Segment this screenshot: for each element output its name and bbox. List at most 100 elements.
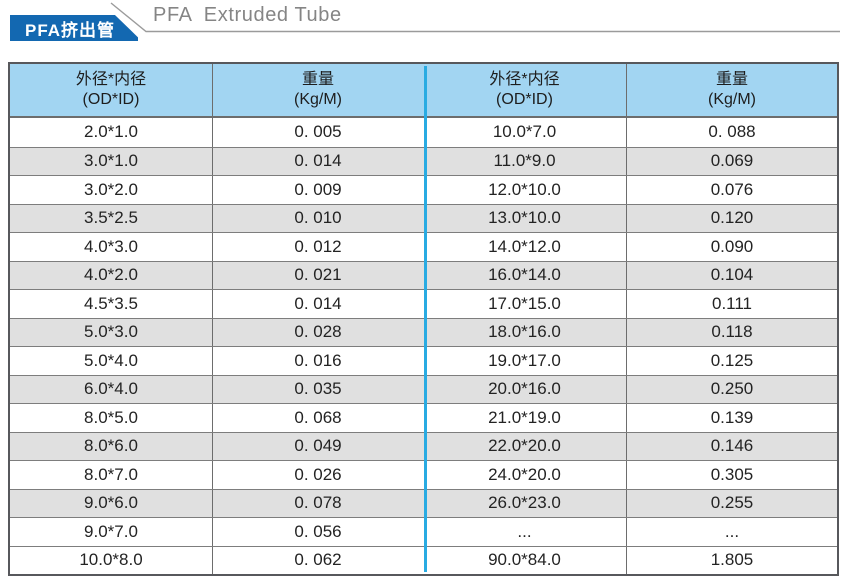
column-header-line2: (Kg/M) <box>294 91 342 108</box>
weight-cell: 0.120 <box>626 204 837 232</box>
weight-cell: 0.104 <box>626 261 837 289</box>
weight-cell: 0. 012 <box>212 233 423 261</box>
table-row: 2.0*1.0 0. 005 10.0*7.0 0. 088 <box>10 118 837 147</box>
column-header-od-id: 外径*内径 (OD*ID) <box>10 64 212 116</box>
table-row: 8.0*6.0 0. 049 22.0*20.0 0.146 <box>10 431 837 460</box>
column-header-line2: (OD*ID) <box>496 91 553 108</box>
od-id-cell: 22.0*20.0 <box>488 436 561 456</box>
od-id-cell: 17.0*15.0 <box>488 293 561 313</box>
weight-cell: 0. 068 <box>212 404 423 432</box>
table-row: 9.0*7.0 0. 056 ... ... <box>10 517 837 546</box>
table-row: 4.0*3.0 0. 012 14.0*12.0 0.090 <box>10 232 837 261</box>
column-header-line1: 重量 <box>715 71 748 88</box>
table-row: 3.5*2.5 0. 010 13.0*10.0 0.120 <box>10 203 837 232</box>
od-id-cell: 14.0*12.0 <box>488 236 561 256</box>
od-id-cell: 21.0*19.0 <box>488 407 561 427</box>
table-row: 9.0*6.0 0. 078 26.0*23.0 0.255 <box>10 488 837 517</box>
od-id-cell: 18.0*16.0 <box>488 322 561 342</box>
od-id-cell: 13.0*10.0 <box>488 208 561 228</box>
table-row: 8.0*5.0 0. 068 21.0*19.0 0.139 <box>10 403 837 432</box>
od-id-cell: 4.0*3.0 <box>84 236 138 256</box>
table-row: 8.0*7.0 0. 026 24.0*20.0 0.305 <box>10 460 837 489</box>
column-header-line1: 外径*内径 <box>75 71 147 88</box>
weight-cell: 0. 028 <box>212 318 423 346</box>
weight-cell: 0.125 <box>626 347 837 375</box>
weight-cell: 0. 005 <box>212 118 423 147</box>
weight-cell: 0.090 <box>626 233 837 261</box>
weight-cell: 0.305 <box>626 461 837 489</box>
od-id-cell: 90.0*84.0 <box>488 550 561 570</box>
column-header-line2: (Kg/M) <box>708 91 756 108</box>
category-badge-label: PFA挤出管 <box>25 20 116 40</box>
table-header-row: 外径*内径 (OD*ID) 重量 (Kg/M) 外径*内径 (OD*ID) 重量… <box>10 64 837 118</box>
od-id-cell: 10.0*8.0 <box>79 550 143 570</box>
page-header: PFA挤出管 PFA Extruded Tube <box>0 0 846 56</box>
weight-cell: 0. 035 <box>212 375 423 403</box>
od-id-cell: 19.0*17.0 <box>488 350 561 370</box>
category-badge: PFA挤出管 <box>10 15 138 41</box>
weight-cell: 0. 016 <box>212 347 423 375</box>
weight-cell: 0.069 <box>626 147 837 175</box>
weight-cell: 0. 009 <box>212 176 423 204</box>
weight-cell: 0.250 <box>626 375 837 403</box>
od-id-cell: 4.5*3.5 <box>84 293 138 313</box>
weight-cell: 0. 062 <box>212 546 423 574</box>
od-id-cell: 26.0*23.0 <box>488 493 561 513</box>
table-row: 3.0*1.0 0. 014 11.0*9.0 0.069 <box>10 146 837 175</box>
od-id-cell: 20.0*16.0 <box>488 379 561 399</box>
table-center-divider <box>424 66 427 572</box>
od-id-cell: 4.0*2.0 <box>84 265 138 285</box>
weight-cell: 0.139 <box>626 404 837 432</box>
od-id-cell: 11.0*9.0 <box>493 151 556 171</box>
table-row: 4.0*2.0 0. 021 16.0*14.0 0.104 <box>10 260 837 289</box>
od-id-cell: 16.0*14.0 <box>488 265 561 285</box>
table-row: 5.0*3.0 0. 028 18.0*16.0 0.118 <box>10 317 837 346</box>
od-id-cell: 10.0*7.0 <box>492 122 557 142</box>
page-title: PFA Extruded Tube <box>153 4 342 26</box>
table-row: 3.0*2.0 0. 009 12.0*10.0 0.076 <box>10 175 837 204</box>
weight-cell: 0. 010 <box>212 204 423 232</box>
od-id-cell: 8.0*6.0 <box>84 436 138 456</box>
weight-cell: 0.076 <box>626 176 837 204</box>
column-header-od-id: 外径*内径 (OD*ID) <box>423 64 626 116</box>
weight-cell: 0. 026 <box>212 461 423 489</box>
od-id-cell: 9.0*7.0 <box>84 521 138 541</box>
table-row: 6.0*4.0 0. 035 20.0*16.0 0.250 <box>10 374 837 403</box>
od-id-cell: ... <box>517 521 532 541</box>
weight-cell: 0. 014 <box>212 147 423 175</box>
weight-cell: 0. 088 <box>626 118 837 147</box>
spec-table: 外径*内径 (OD*ID) 重量 (Kg/M) 外径*内径 (OD*ID) 重量… <box>8 62 839 576</box>
weight-cell: 0. 021 <box>212 261 423 289</box>
od-id-cell: 6.0*4.0 <box>84 379 138 399</box>
od-id-cell: 12.0*10.0 <box>488 179 561 199</box>
od-id-cell: 8.0*7.0 <box>84 464 138 484</box>
od-id-cell: 3.5*2.5 <box>84 208 138 228</box>
weight-cell: 0. 056 <box>212 518 423 546</box>
od-id-cell: 2.0*1.0 <box>84 122 138 142</box>
od-id-cell: 5.0*3.0 <box>84 322 138 342</box>
od-id-cell: 9.0*6.0 <box>84 493 138 513</box>
weight-cell: ... <box>626 518 837 546</box>
column-header-line1: 外径*内径 <box>489 71 560 88</box>
weight-cell: 0. 014 <box>212 290 423 318</box>
od-id-cell: 3.0*2.0 <box>84 179 138 199</box>
column-header-weight: 重量 (Kg/M) <box>626 64 837 116</box>
column-header-weight: 重量 (Kg/M) <box>212 64 423 116</box>
od-id-cell: 5.0*4.0 <box>84 350 138 370</box>
od-id-cell: 24.0*20.0 <box>488 464 561 484</box>
weight-cell: 0.255 <box>626 489 837 517</box>
od-id-cell: 8.0*5.0 <box>84 407 138 427</box>
weight-cell: 1.805 <box>626 546 837 574</box>
table-body: 2.0*1.0 0. 005 10.0*7.0 0. 088 3.0*1.0 0… <box>10 118 837 574</box>
table-row: 5.0*4.0 0. 016 19.0*17.0 0.125 <box>10 346 837 375</box>
table-row: 4.5*3.5 0. 014 17.0*15.0 0.111 <box>10 289 837 318</box>
table-row: 10.0*8.0 0. 062 90.0*84.0 1.805 <box>10 545 837 574</box>
weight-cell: 0.146 <box>626 432 837 460</box>
weight-cell: 0. 078 <box>212 489 423 517</box>
weight-cell: 0. 049 <box>212 432 423 460</box>
od-id-cell: 3.0*1.0 <box>84 151 138 171</box>
column-header-line2: (OD*ID) <box>82 91 140 108</box>
column-header-line1: 重量 <box>301 71 334 88</box>
header-rule-line <box>110 2 840 33</box>
